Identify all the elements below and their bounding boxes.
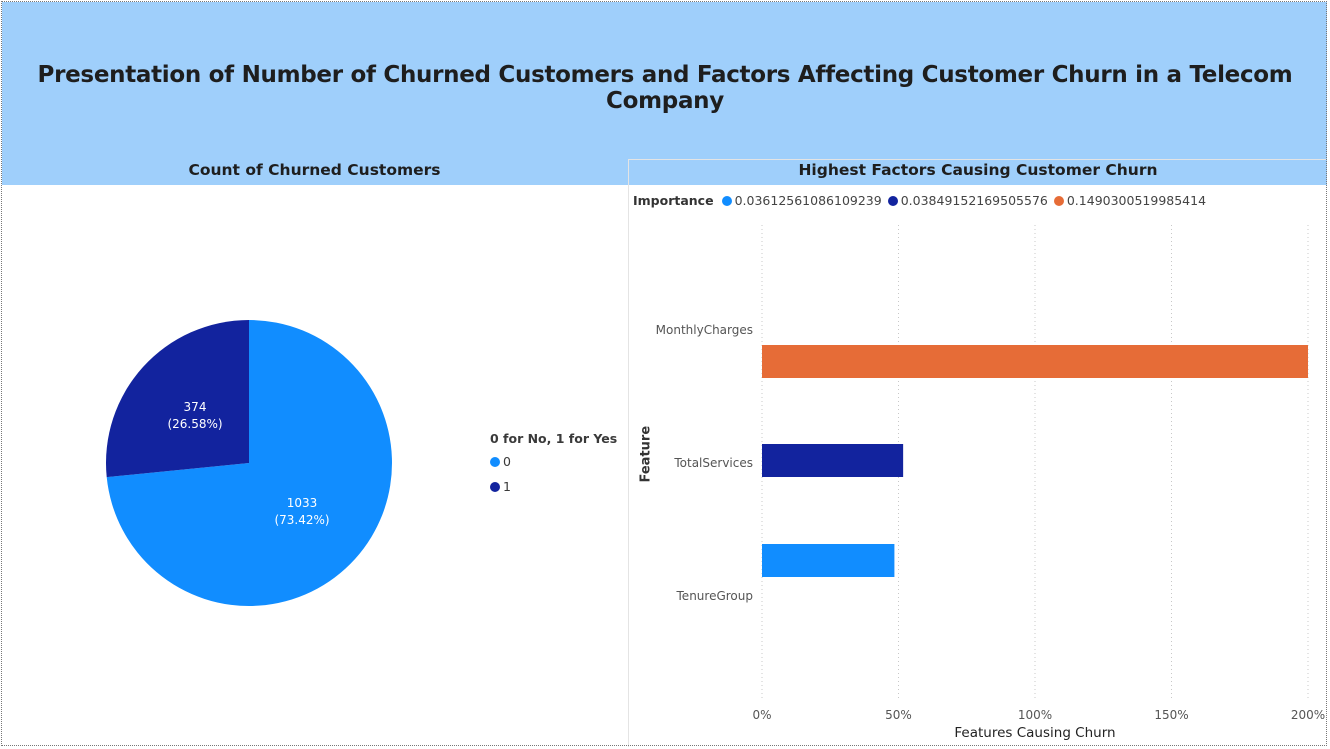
pie-legend-item-1[interactable]: 1 (490, 479, 511, 494)
pie-legend-item-0[interactable]: 0 (490, 454, 511, 469)
pie-legend-label-0: 0 (503, 454, 511, 469)
pie-label-1-value: 374 (183, 400, 207, 414)
bar-legend-label-1: 0.03849152169505576 (900, 193, 1048, 208)
x-tick-label: 200% (1291, 708, 1325, 722)
bar-panel-header (629, 160, 1327, 185)
bar-legend-title: Importance (633, 193, 714, 208)
bar-MonthlyCharges[interactable] (762, 345, 1308, 378)
bar-legend-label-2: 0.1490300519985414 (1066, 193, 1207, 208)
pie-label-1: 374 (26.58%) (155, 399, 235, 433)
bar-x-axis-title: Features Causing Churn (954, 725, 1116, 741)
legend-dot-icon (1053, 195, 1064, 206)
bar-chart[interactable]: 0% 50% 100% 150% 200% MonthlyCharges TotalServ… (629, 215, 1327, 730)
pie-label-0-pct: (73.42%) (274, 513, 330, 527)
pie-legend-label-1: 1 (503, 479, 511, 494)
pie-label-0: 1033 (73.42%) (262, 495, 342, 529)
legend-dot-icon (490, 481, 500, 492)
header-banner (2, 2, 1327, 185)
x-tick-label: 100% (1018, 708, 1052, 722)
legend-dot-icon (887, 195, 898, 206)
bar-legend-item-0[interactable]: 0.03612561086109239 (721, 193, 882, 208)
legend-dot-icon (721, 195, 732, 206)
pie-slice-0[interactable] (106, 320, 392, 606)
pie-label-0-value: 1033 (286, 496, 318, 510)
x-tick-label: 50% (885, 708, 912, 722)
page-title: Presentation of Number of Churned Custom… (37, 62, 1293, 114)
bar-legend-label-0: 0.03612561086109239 (734, 193, 882, 208)
pie-legend-title: 0 for No, 1 for Yes (490, 431, 618, 446)
pie-chart-title: Count of Churned Customers (188, 161, 441, 179)
y-category-label: TenureGroup (676, 589, 753, 603)
pie-chart[interactable] (90, 305, 410, 625)
y-category-label: MonthlyCharges (656, 323, 753, 337)
x-tick-label: 150% (1154, 708, 1188, 722)
pie-label-1-pct: (26.58%) (167, 417, 223, 431)
x-tick-label: 0% (752, 708, 771, 722)
bar-legend-item-2[interactable]: 0.1490300519985414 (1053, 193, 1207, 208)
pie-slice-1[interactable] (106, 320, 249, 478)
legend-dot-icon (490, 456, 500, 467)
y-category-label: TotalServices (673, 456, 753, 470)
bar-TotalServices[interactable] (762, 444, 904, 477)
bar-legend-item-1[interactable]: 0.03849152169505576 (887, 193, 1048, 208)
bar-chart-title: Highest Factors Causing Customer Churn (798, 161, 1158, 179)
bar-panel (628, 159, 1327, 747)
bar-TenureGroup[interactable] (762, 544, 895, 577)
bar-legend: Importance 0.03612561086109239 0.0384915… (633, 193, 1212, 208)
